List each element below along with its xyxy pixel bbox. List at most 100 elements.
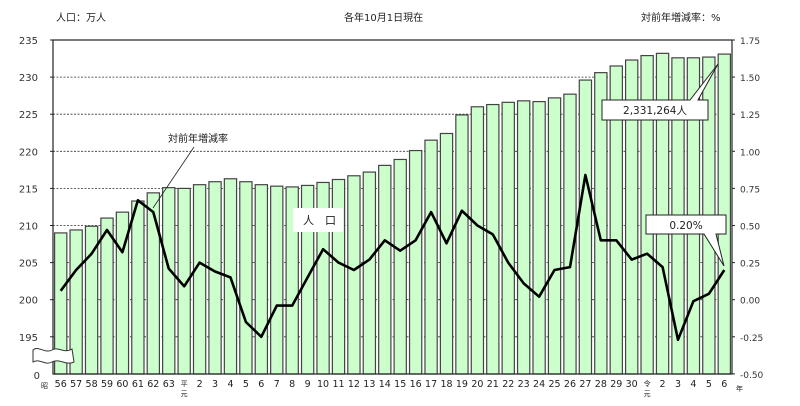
left-axis-label: 人口：万人 [56,13,106,24]
era-prefix-showa: 昭 [41,382,48,390]
rate-callout-text: 0.20% [669,220,702,232]
x-tick-label: 19 [456,379,468,390]
x-tick-label: 21 [487,379,499,390]
left-tick-label: 225 [19,110,38,121]
x-tick-label: 25 [548,379,560,390]
right-axis-label: 対前年増減率：% [641,13,721,24]
left-tick-label: 215 [19,184,38,195]
x-tick-label-era: 平 [181,380,188,388]
population-bar [516,100,531,375]
x-tick-label: 4 [227,379,233,390]
x-tick-label: 16 [410,379,422,390]
right-tick-label: 1.25 [740,111,760,121]
x-tick-label: 57 [70,379,82,390]
left-tick-label: 200 [19,296,38,307]
population-bar [486,103,500,375]
x-tick-label: 5 [706,379,712,390]
chart-title: 各年10月1日現在 [344,13,424,24]
x-tick-label: 20 [471,379,483,390]
left-tick-label: 205 [19,259,38,270]
right-tick-label: 0.75 [740,185,760,195]
population-callout [601,63,719,121]
annotations: 人 口 2,331,264人 0.20% 対前年増減率 [152,63,727,267]
axis-ticks: 23523022522021521020520019501.751.501.25… [19,36,764,398]
population-bar [547,97,562,375]
left-tick-label: 195 [19,333,38,344]
right-tick-label: 0.50 [740,223,760,233]
x-tick-label-era: 元 [181,390,188,398]
x-tick-label: 24 [533,379,545,390]
line-label-leader [152,146,195,209]
bar-label-box [293,208,343,232]
population-bar [146,192,161,375]
left-tick-label: 235 [19,36,38,47]
population-bar [162,187,176,375]
population-bar [239,181,253,375]
rate-callout [645,214,727,267]
left-tick-label: 220 [19,147,38,158]
x-tick-label: 5 [243,379,249,390]
population-bar [131,200,145,375]
x-tick-label: 17 [425,379,437,390]
x-tick-label: 10 [317,379,329,390]
x-tick-label: 56 [55,379,67,390]
x-tick-label: 9 [305,379,311,390]
right-tick-label: -0.25 [740,334,763,344]
x-tick-label: 8 [289,379,295,390]
population-bar [270,185,284,375]
x-tick-label: 59 [101,379,113,390]
x-tick-label: 30 [626,379,638,390]
left-tick-label-zero: 0 [34,371,40,382]
x-tick-label: 23 [518,379,530,390]
population-bar [470,106,485,375]
x-unit-label: 年 [736,385,743,393]
population-bar [408,149,423,375]
right-tick-label: 0.00 [740,297,760,307]
bar-series-label: 人 口 [303,214,336,227]
x-tick-label: 4 [690,379,696,390]
x-tick-label: 61 [132,379,144,390]
x-tick-label: 28 [595,379,607,390]
population-bar [501,101,515,375]
x-tick-label: 13 [363,379,375,390]
line-series-label: 対前年増減率 [168,132,228,145]
x-tick-label: 2 [660,379,666,390]
population-bar [347,175,361,375]
left-tick-label: 210 [19,222,38,233]
right-tick-label: -0.50 [740,371,764,381]
population-bar [578,79,593,375]
population-bar [378,164,392,375]
x-tick-label: 3 [212,379,218,390]
plot-frame [32,39,733,375]
growth-rate-polyline [59,173,726,342]
x-tick-label-era: 令 [644,379,651,388]
x-tick-label: 12 [348,379,360,390]
x-tick-label: 18 [440,379,452,390]
x-tick-label: 62 [147,379,159,390]
right-tick-label: 1.75 [740,37,760,47]
population-bar [439,132,454,375]
population-bar [532,100,546,375]
population-bar [362,171,377,375]
x-tick-label: 2 [197,379,203,390]
x-tick-label: 3 [675,379,681,390]
growth-rate-line [59,173,726,342]
x-tick-label: 14 [379,379,391,390]
right-tick-label: 0.25 [740,260,760,270]
x-tick-label: 22 [502,379,514,390]
x-tick-label-era: 元 [644,390,651,398]
left-tick-label: 230 [19,73,38,84]
x-tick-label: 11 [332,379,344,390]
population-bar [717,53,731,375]
x-tick-label: 29 [610,379,622,390]
population-callout-text: 2,331,264人 [623,105,687,117]
x-tick-label: 60 [116,379,128,390]
right-tick-label: 1.50 [740,74,760,84]
x-tick-label: 58 [86,379,98,390]
population-bar [254,184,269,375]
x-tick-label: 27 [579,379,591,390]
population-bar [192,184,207,375]
population-bar [393,158,407,375]
x-tick-label: 26 [564,379,576,390]
